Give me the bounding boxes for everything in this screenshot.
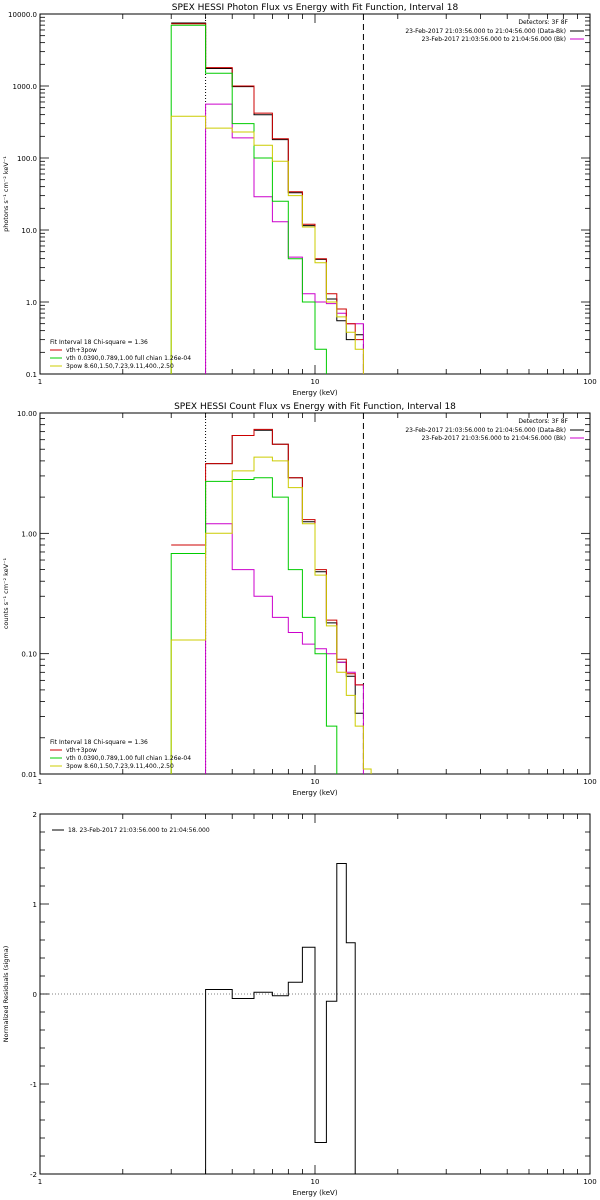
fit-legend-3: 3pow 8.60,1.50,7.23,9.11,400.,2.50 xyxy=(66,363,174,370)
data-layer xyxy=(40,863,590,1174)
data-layer xyxy=(170,14,364,374)
y-tick-label: 1.00 xyxy=(21,530,37,538)
x-tick-label: 1 xyxy=(38,378,42,386)
fit-legend-1: vth+3pow xyxy=(66,747,97,754)
chart-3: 1 10 100 Energy (keV) -2 -1 0 1 2 Normalized Resi… xyxy=(2,811,597,1197)
y-tick-label: 1 xyxy=(33,901,37,909)
y-tick-label: 10.0 xyxy=(21,227,37,235)
series-1-line xyxy=(205,863,356,1174)
legend-detectors: Detectors: 3F 8F xyxy=(518,418,568,425)
y-tick-label: -2 xyxy=(30,1171,37,1179)
y-tick-label: 1000.0 xyxy=(13,83,38,91)
series-3-line xyxy=(171,428,364,686)
series-2-line xyxy=(205,103,364,374)
y-tick-label: 1.0 xyxy=(26,299,37,307)
series-1-line xyxy=(171,22,364,341)
series-2-line xyxy=(205,523,364,774)
fit-legend-2: vth 0.0390,0.789,1.00 full chian 1.26e-0… xyxy=(66,755,191,762)
x-axis-label: Energy (keV) xyxy=(292,1189,337,1197)
chart-2: SPEX HESSI Count Flux vs Energy with Fit… xyxy=(2,402,597,797)
data-layer xyxy=(170,413,372,774)
series-4-line xyxy=(170,477,338,774)
x-axis-label: Energy (keV) xyxy=(292,389,337,397)
x-tick-label: 100 xyxy=(583,1178,596,1186)
y-axis-label: Normalized Residuals (sigma) xyxy=(2,946,10,1043)
y-tick-label: 10.00 xyxy=(17,410,37,418)
y-tick-label: 10000.0 xyxy=(8,11,37,19)
legend-entry-2: 23-Feb-2017 21:03:56.000 to 21:04:56.000… xyxy=(422,435,566,442)
series-5-line xyxy=(170,115,364,374)
x-tick-label: 10 xyxy=(311,778,320,786)
y-tick-label: 0.10 xyxy=(21,651,37,659)
x-tick-label: 1 xyxy=(38,1178,42,1186)
y-tick-label: 0.01 xyxy=(21,771,37,779)
y-axis-label: counts s⁻¹ cm⁻² keV⁻¹ xyxy=(2,557,10,629)
y-tick-label: 2 xyxy=(33,811,37,819)
x-tick-label: 100 xyxy=(583,378,596,386)
legend-detectors: Detectors: 3F 8F xyxy=(518,19,568,26)
fit-legend-1: vth+3pow xyxy=(66,347,97,354)
x-tick-label: 100 xyxy=(583,778,596,786)
y-tick-label: 0.1 xyxy=(26,371,37,379)
fit-legend-3: 3pow 8.60,1.50,7.23,9.11,400.,2.50 xyxy=(66,763,174,770)
y-axis-label: photons s⁻¹ cm⁻² keV⁻¹ xyxy=(2,156,10,232)
y-tick-label: 0 xyxy=(33,991,37,999)
legend-entry-1: 23-Feb-2017 21:03:56.000 to 21:04:56.000… xyxy=(405,427,566,434)
series-5-line xyxy=(170,456,372,774)
legend-entry-1: 23-Feb-2017 21:03:56.000 to 21:04:56.000… xyxy=(405,28,566,35)
fit-header: Fit Interval 18 Chi-square = 1.36 xyxy=(50,339,148,346)
chart-title: SPEX HESSI Count Flux vs Energy with Fit… xyxy=(174,402,456,412)
x-axis-label: Energy (keV) xyxy=(292,789,337,797)
x-tick-label: 10 xyxy=(311,378,320,386)
series-1-line xyxy=(205,429,364,714)
y-tick-label: -1 xyxy=(30,1081,37,1089)
fit-header: Fit Interval 18 Chi-square = 1.36 xyxy=(50,739,148,746)
plot-frame xyxy=(39,412,591,775)
y-tick-label: 100.0 xyxy=(17,155,37,163)
x-tick-label: 1 xyxy=(38,778,42,786)
series-3-line xyxy=(171,23,364,341)
chart-1: SPEX HESSI Photon Flux vs Energy with Fi… xyxy=(2,3,597,397)
series-4-line xyxy=(170,24,364,374)
x-tick-label: 10 xyxy=(311,1178,320,1186)
legend-entry-2: 23-Feb-2017 21:03:56.000 to 21:04:56.000… xyxy=(422,36,566,43)
residual-legend: 18. 23-Feb-2017 21:03:56.000 to 21:04:56… xyxy=(68,827,210,834)
chart-title: SPEX HESSI Photon Flux vs Energy with Fi… xyxy=(172,3,459,13)
fit-legend-2: vth 0.0390,0.789,1.00 full chian 1.26e-0… xyxy=(66,355,191,362)
